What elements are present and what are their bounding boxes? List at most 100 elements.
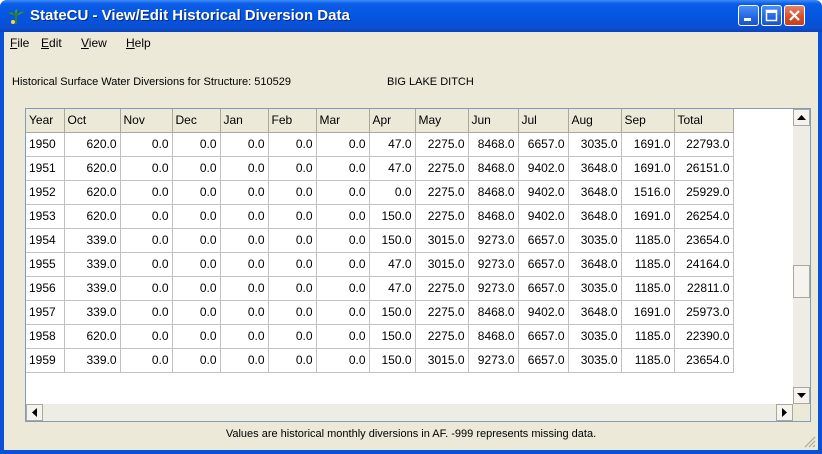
table-cell-may[interactable]: 2275.0 bbox=[415, 204, 469, 229]
table-cell-sep[interactable]: 1516.0 bbox=[621, 180, 675, 205]
scroll-down-button[interactable] bbox=[793, 387, 810, 404]
table-cell-feb[interactable]: 0.0 bbox=[268, 204, 317, 229]
table-cell-jan[interactable]: 0.0 bbox=[220, 204, 269, 229]
table-cell-jul[interactable]: 9402.0 bbox=[518, 180, 569, 205]
table-cell-total[interactable]: 25929.0 bbox=[674, 180, 734, 205]
table-cell-aug[interactable]: 3035.0 bbox=[568, 132, 622, 157]
table-cell-feb[interactable]: 0.0 bbox=[268, 132, 317, 157]
table-row[interactable]: 1955 339.0 0.0 0.0 0.0 0.0 0.0 47.0 3015.0 9273.0… bbox=[26, 252, 734, 277]
table-cell-may[interactable]: 2275.0 bbox=[415, 324, 469, 349]
table-cell-nov[interactable]: 0.0 bbox=[120, 348, 173, 373]
table-cell-jan[interactable]: 0.0 bbox=[220, 276, 269, 301]
table-row[interactable]: 1957 339.0 0.0 0.0 0.0 0.0 0.0 150.0 2275.0 8468.… bbox=[26, 300, 734, 325]
table-cell-total[interactable]: 26254.0 bbox=[674, 204, 734, 229]
table-cell-apr[interactable]: 150.0 bbox=[369, 300, 416, 325]
app-icon[interactable] bbox=[8, 8, 25, 25]
table-cell-nov[interactable]: 0.0 bbox=[120, 204, 173, 229]
table-cell-mar[interactable]: 0.0 bbox=[316, 228, 370, 253]
table-cell-apr[interactable]: 47.0 bbox=[369, 156, 416, 181]
table-cell-total[interactable]: 23654.0 bbox=[674, 228, 734, 253]
table-cell-oct[interactable]: 339.0 bbox=[64, 228, 121, 253]
table-cell-apr[interactable]: 150.0 bbox=[369, 204, 416, 229]
table-cell-dec[interactable]: 0.0 bbox=[172, 348, 221, 373]
column-header-mar[interactable]: Mar bbox=[316, 109, 370, 133]
scroll-left-button[interactable] bbox=[26, 404, 43, 421]
table-cell-jun[interactable]: 8468.0 bbox=[468, 156, 519, 181]
table-cell-jul[interactable]: 6657.0 bbox=[518, 276, 569, 301]
maximize-button[interactable] bbox=[761, 5, 782, 26]
table-cell-nov[interactable]: 0.0 bbox=[120, 132, 173, 157]
table-cell-mar[interactable]: 0.0 bbox=[316, 324, 370, 349]
table-cell-sep[interactable]: 1185.0 bbox=[621, 252, 675, 277]
title-bar[interactable]: StateCU - View/Edit Historical Diversion… bbox=[0, 0, 822, 32]
scroll-up-button[interactable] bbox=[793, 109, 810, 126]
column-header-total[interactable]: Total bbox=[674, 109, 734, 133]
table-cell-dec[interactable]: 0.0 bbox=[172, 276, 221, 301]
table-cell-jan[interactable]: 0.0 bbox=[220, 132, 269, 157]
table-cell-oct[interactable]: 620.0 bbox=[64, 156, 121, 181]
table-cell-aug[interactable]: 3648.0 bbox=[568, 252, 622, 277]
table-cell-apr[interactable]: 47.0 bbox=[369, 252, 416, 277]
table-cell-jun[interactable]: 8468.0 bbox=[468, 324, 519, 349]
table-cell-may[interactable]: 2275.0 bbox=[415, 276, 469, 301]
table-cell-year[interactable]: 1950 bbox=[26, 132, 65, 157]
table-cell-aug[interactable]: 3035.0 bbox=[568, 228, 622, 253]
table-cell-dec[interactable]: 0.0 bbox=[172, 180, 221, 205]
close-button[interactable] bbox=[784, 5, 805, 26]
table-cell-dec[interactable]: 0.0 bbox=[172, 204, 221, 229]
table-cell-total[interactable]: 23654.0 bbox=[674, 348, 734, 373]
table-cell-oct[interactable]: 339.0 bbox=[64, 348, 121, 373]
table-cell-feb[interactable]: 0.0 bbox=[268, 252, 317, 277]
table-cell-oct[interactable]: 620.0 bbox=[64, 204, 121, 229]
table-cell-sep[interactable]: 1185.0 bbox=[621, 348, 675, 373]
table-cell-nov[interactable]: 0.0 bbox=[120, 324, 173, 349]
table-cell-mar[interactable]: 0.0 bbox=[316, 348, 370, 373]
table-cell-year[interactable]: 1959 bbox=[26, 348, 65, 373]
table-cell-jan[interactable]: 0.0 bbox=[220, 324, 269, 349]
table-cell-jan[interactable]: 0.0 bbox=[220, 180, 269, 205]
table-cell-may[interactable]: 2275.0 bbox=[415, 132, 469, 157]
table-cell-mar[interactable]: 0.0 bbox=[316, 252, 370, 277]
column-header-jun[interactable]: Jun bbox=[468, 109, 519, 133]
table-cell-year[interactable]: 1955 bbox=[26, 252, 65, 277]
table-cell-feb[interactable]: 0.0 bbox=[268, 300, 317, 325]
table-cell-jan[interactable]: 0.0 bbox=[220, 300, 269, 325]
table-cell-nov[interactable]: 0.0 bbox=[120, 180, 173, 205]
column-header-dec[interactable]: Dec bbox=[172, 109, 221, 133]
table-cell-aug[interactable]: 3648.0 bbox=[568, 180, 622, 205]
table-cell-aug[interactable]: 3035.0 bbox=[568, 276, 622, 301]
table-cell-feb[interactable]: 0.0 bbox=[268, 180, 317, 205]
table-cell-year[interactable]: 1954 bbox=[26, 228, 65, 253]
table-cell-may[interactable]: 3015.0 bbox=[415, 252, 469, 277]
table-cell-year[interactable]: 1951 bbox=[26, 156, 65, 181]
table-cell-oct[interactable]: 339.0 bbox=[64, 276, 121, 301]
column-header-jan[interactable]: Jan bbox=[220, 109, 269, 133]
table-cell-mar[interactable]: 0.0 bbox=[316, 276, 370, 301]
column-header-may[interactable]: May bbox=[415, 109, 469, 133]
table-cell-aug[interactable]: 3035.0 bbox=[568, 324, 622, 349]
table-cell-jul[interactable]: 6657.0 bbox=[518, 252, 569, 277]
table-cell-jun[interactable]: 9273.0 bbox=[468, 276, 519, 301]
table-cell-nov[interactable]: 0.0 bbox=[120, 276, 173, 301]
table-cell-may[interactable]: 2275.0 bbox=[415, 156, 469, 181]
table-cell-dec[interactable]: 0.0 bbox=[172, 156, 221, 181]
table-row[interactable]: 1950 620.0 0.0 0.0 0.0 0.0 0.0 47.0 2275.0 8468.0… bbox=[26, 132, 734, 157]
column-header-sep[interactable]: Sep bbox=[621, 109, 675, 133]
menu-edit[interactable]: Edit bbox=[41, 36, 62, 50]
table-cell-nov[interactable]: 0.0 bbox=[120, 156, 173, 181]
table-cell-oct[interactable]: 620.0 bbox=[64, 324, 121, 349]
horizontal-scrollbar[interactable] bbox=[26, 404, 793, 421]
table-row[interactable]: 1954 339.0 0.0 0.0 0.0 0.0 0.0 150.0 3015.0 9273.… bbox=[26, 228, 734, 253]
table-cell-jan[interactable]: 0.0 bbox=[220, 156, 269, 181]
table-cell-mar[interactable]: 0.0 bbox=[316, 300, 370, 325]
table-cell-may[interactable]: 3015.0 bbox=[415, 348, 469, 373]
vertical-scrollbar[interactable] bbox=[793, 109, 810, 404]
table-cell-aug[interactable]: 3648.0 bbox=[568, 204, 622, 229]
table-cell-jun[interactable]: 8468.0 bbox=[468, 132, 519, 157]
menu-help[interactable]: Help bbox=[126, 36, 151, 50]
table-cell-dec[interactable]: 0.0 bbox=[172, 324, 221, 349]
table-cell-dec[interactable]: 0.0 bbox=[172, 228, 221, 253]
table-cell-total[interactable]: 22811.0 bbox=[674, 276, 734, 301]
minimize-button[interactable] bbox=[738, 5, 759, 26]
column-header-apr[interactable]: Apr bbox=[369, 109, 416, 133]
